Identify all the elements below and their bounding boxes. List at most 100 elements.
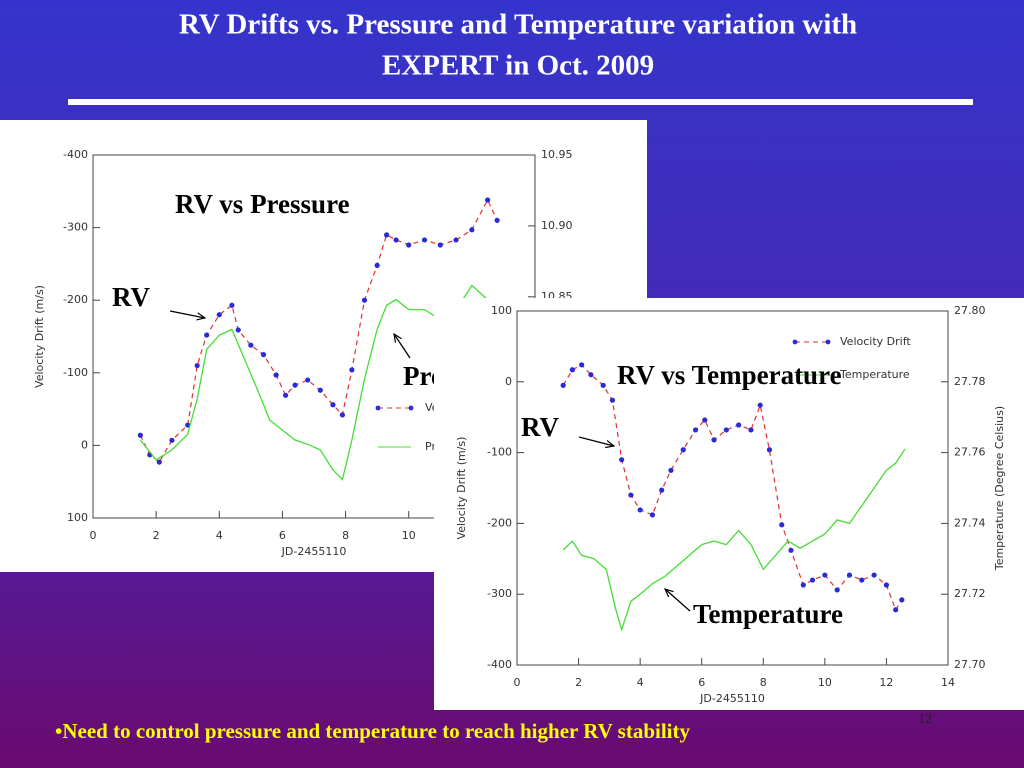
rv-point	[659, 487, 665, 493]
rv-point	[871, 572, 877, 578]
rv-point	[668, 467, 674, 473]
rv-point	[809, 577, 816, 583]
x-axis-label: JD-2455110	[699, 692, 765, 705]
slide-title: EXPERT in Oct. 2009	[382, 50, 654, 82]
rv-point	[185, 422, 191, 428]
rv-point	[485, 197, 491, 203]
x-tick-label: 6	[279, 529, 286, 542]
rv-point	[800, 582, 806, 588]
rv-point	[494, 217, 500, 223]
rv-point	[899, 597, 905, 603]
rv-point	[229, 302, 235, 308]
chart-title: RV vs Pressure	[175, 189, 350, 219]
y2-tick-label: 27.78	[954, 375, 986, 388]
rv-point	[588, 372, 594, 378]
rv-point	[834, 587, 840, 593]
page-number: 12	[918, 712, 932, 727]
rv-point	[248, 342, 254, 348]
y-tick-label: -100	[487, 446, 512, 459]
legend-marker	[792, 339, 798, 345]
legend-marker	[408, 405, 414, 411]
rv-point	[339, 412, 346, 418]
y2-tick-label: 27.72	[954, 587, 986, 600]
rv-point	[569, 367, 576, 373]
slide-title: RV Drifts vs. Pressure and Temperature v…	[179, 9, 857, 41]
rv-point	[560, 382, 566, 388]
y-tick-label: -200	[63, 293, 88, 306]
x-tick-label: 4	[637, 676, 644, 689]
rv-point	[204, 332, 210, 338]
rv-point	[393, 237, 399, 243]
rv-point	[846, 572, 853, 578]
y-tick-label: -400	[487, 658, 512, 671]
rv-point	[374, 262, 380, 268]
plot-frame	[516, 310, 949, 666]
rv-point	[453, 237, 459, 243]
rv-point	[723, 427, 729, 433]
y-tick-label: 100	[491, 304, 512, 317]
rv-point	[883, 582, 890, 588]
rv-point	[469, 227, 475, 233]
rv-point	[609, 397, 616, 403]
rv-point	[748, 427, 754, 433]
rv-point	[317, 387, 323, 393]
rv-point	[349, 367, 355, 373]
rv-point	[637, 507, 643, 513]
rv-point	[406, 242, 412, 248]
x-tick-label: 10	[402, 529, 416, 542]
rv-point	[421, 237, 428, 243]
rv-point	[711, 437, 717, 443]
y-tick-label: -300	[487, 587, 512, 600]
y2-tick-label: 27.80	[954, 304, 986, 317]
x-tick-label: 2	[153, 529, 160, 542]
charts: 0 2 4 6 8 10-400-300-200-100010010.9510.9010.…	[0, 120, 1024, 710]
rv-point	[156, 459, 162, 465]
annotation-arrow	[665, 589, 691, 612]
rv-point	[579, 362, 585, 368]
rv-point	[702, 417, 708, 423]
rv-point	[757, 402, 763, 408]
y-tick-label: 0	[81, 438, 88, 451]
series-line	[139, 284, 489, 482]
legend-marker	[375, 405, 381, 411]
chart-title: RV vs Temperature	[617, 360, 842, 390]
rv-point	[282, 392, 289, 398]
y2-tick-label: 27.74	[954, 516, 986, 529]
rv-point	[273, 372, 279, 378]
annotation: RV	[521, 412, 560, 442]
chart: 0 2 4 6 8 10 12 14 -400 -300 -200 -100 0 100 27.70 27.7…	[434, 298, 1024, 710]
rv-point	[736, 422, 742, 428]
y-tick-label: -200	[487, 516, 512, 529]
y-tick-label: -300	[63, 221, 88, 234]
x-tick-label: 4	[216, 529, 223, 542]
x-tick-label: 8	[342, 529, 349, 542]
y2-tick-label: 27.70	[954, 658, 986, 671]
chart-panel	[434, 298, 1024, 710]
rv-point	[292, 382, 298, 388]
rv-point	[437, 242, 443, 248]
legend-marker	[825, 339, 831, 345]
rv-point	[628, 492, 634, 498]
rv-point	[893, 607, 899, 613]
annotation: RV	[112, 282, 151, 312]
rv-point	[305, 377, 311, 383]
rv-point	[216, 312, 222, 318]
rv-point	[260, 352, 267, 358]
rv-point	[766, 447, 773, 453]
annotation: Temperature	[693, 599, 843, 629]
annotation-arrow	[394, 334, 411, 359]
x-tick-label: 8	[760, 676, 767, 689]
x-tick-label: 2	[575, 676, 582, 689]
rv-point	[680, 447, 686, 453]
title-rule	[68, 99, 973, 105]
rv-point	[619, 457, 625, 463]
bullet: •Need to control pressure and temperatur…	[55, 719, 691, 743]
rv-point	[859, 577, 865, 583]
y2-tick-label: 10.95	[541, 148, 573, 161]
rv-point	[330, 402, 336, 408]
x-tick-label: 10	[818, 676, 832, 689]
y2-axis-label: Temperature (Degree Celsius)	[993, 406, 1006, 571]
rv-point	[169, 437, 175, 443]
